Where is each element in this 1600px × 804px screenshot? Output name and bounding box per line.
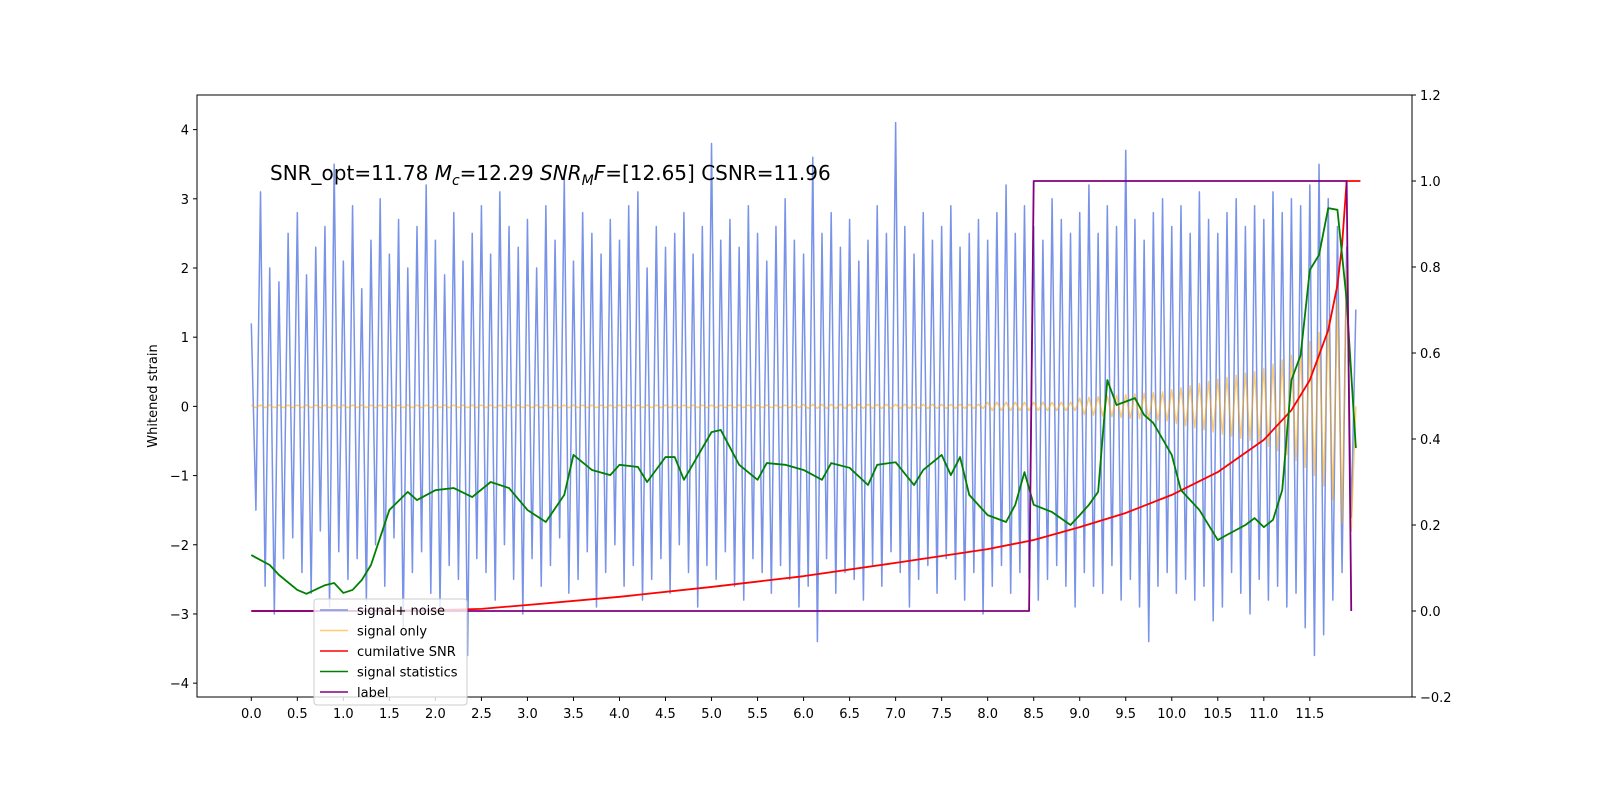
y2-tick-label: 0.0 [1420,605,1441,620]
x-tick-label: 9.5 [1115,707,1136,722]
axes: 0.0 0.5 1.0 1.5 2.0 2.5 3.0 3.5 4.0 4.5 5.0 5.5 6.0 6… [170,89,1452,722]
x-tick-label: 9.0 [1069,707,1090,722]
annotation-part: =12.29 [460,161,540,185]
y-tick-label: −4 [170,677,189,692]
y-axis-label: Whitened strain [146,344,161,447]
series-line [250,207,1357,595]
series-line [250,121,1357,657]
axes-frame [196,94,1413,698]
series-line [251,180,1361,612]
series-line [250,267,1357,532]
x-tick-label: 6.5 [839,707,860,722]
y-tick-label: −1 [170,470,189,485]
plot-area [250,121,1361,657]
x-tick-label: 0.5 [287,707,308,722]
x-tick-label: 8.5 [1023,707,1044,722]
y2-tick-label: 1.0 [1420,175,1441,190]
x-tick-label: 3.0 [517,707,538,722]
x-tick-label: 5.5 [747,707,768,722]
x-tick-label: 11.0 [1249,707,1278,722]
y-tick-label: 4 [181,124,189,139]
annotation-part: F [594,161,606,185]
x-tick-label: 2.0 [425,707,446,722]
x-tick-label: 2.5 [471,707,492,722]
y2-tick-label: 0.2 [1420,519,1441,534]
annotation-part: c [452,173,460,189]
y-tick-label: 0 [181,400,189,415]
annotation-part: SNR [540,161,582,185]
legend-box [313,598,468,706]
y-tick-label: 1 [181,331,189,346]
x-tick-label: 0.0 [241,707,262,722]
legend-label: signal statistics [357,666,458,681]
annotation-part: M [435,161,452,185]
y-tick-label: 3 [181,193,189,208]
x-tick-label: 10.0 [1157,707,1186,722]
x-tick-label: 8.0 [977,707,998,722]
annotation: SNR_opt=11.78 Mc=12.29 SNRMF=[12.65] CSN… [270,161,831,189]
x-tick-label: 11.5 [1295,707,1324,722]
x-tick-label: 6.0 [793,707,814,722]
legend-label: signal+ noise [357,604,445,619]
x-tick-label: 7.0 [885,707,906,722]
series-line [251,180,1353,612]
y2-tick-label: 0.4 [1420,433,1441,448]
annotation-part: M [582,173,594,189]
x-tick-label: 3.5 [563,707,584,722]
legend: signal+ noise signal only cumilative SNR si… [313,598,468,706]
x-tick-label: 7.5 [931,707,952,722]
y-tick-label: 2 [181,262,189,277]
y-tick-label: −2 [170,539,189,554]
legend-label: cumilative SNR [357,645,456,660]
x-tick-label: 1.5 [379,707,400,722]
legend-label: signal only [357,625,427,640]
x-tick-label: 5.0 [701,707,722,722]
legend-label: label [357,686,388,701]
y2-tick-label: −0.2 [1420,691,1452,706]
y2-tick-label: 0.6 [1420,347,1441,362]
y2-tick-label: 1.2 [1420,89,1441,104]
annotation-part: =[12.65] CSNR=11.96 [605,161,831,185]
y-tick-label: −3 [170,608,189,623]
y2-tick-label: 0.8 [1420,261,1441,276]
x-tick-label: 4.0 [609,707,630,722]
x-tick-label: 1.0 [333,707,354,722]
x-tick-label: 4.5 [655,707,676,722]
x-tick-label: 10.5 [1203,707,1232,722]
annotation-part: SNR_opt=11.78 [270,161,435,185]
